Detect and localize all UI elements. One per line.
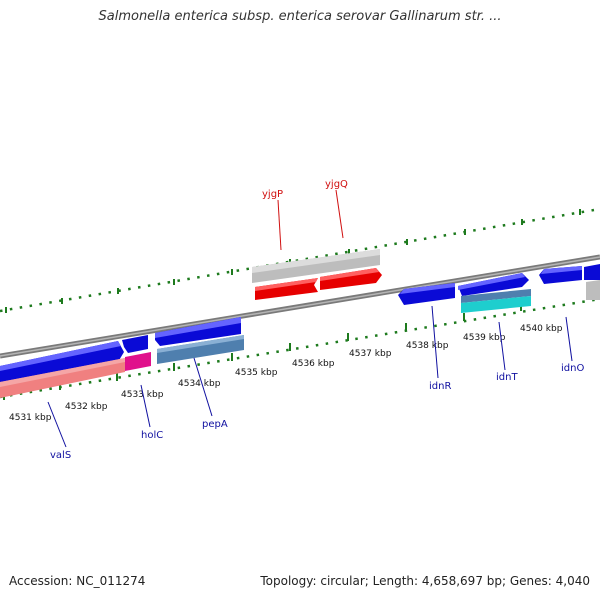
tick-label: 4535 kbp — [235, 368, 278, 378]
holC-upper-arrow[interactable] — [122, 335, 148, 353]
idnT-lower-feature[interactable] — [461, 289, 531, 303]
holC-lower-feature[interactable] — [125, 352, 151, 371]
tick-label: 4537 kbp — [349, 349, 392, 359]
gene-label-idnR[interactable]: idnR — [429, 381, 451, 392]
gene-label-holC[interactable]: holC — [141, 430, 163, 441]
gene-label-idnO[interactable]: idnO — [561, 363, 584, 374]
gene-label-valS[interactable]: valS — [50, 450, 71, 461]
tick-label: 4536 kbp — [292, 359, 335, 369]
gene-label-idnT[interactable]: idnT — [496, 372, 518, 383]
tick-label: 4539 kbp — [463, 333, 506, 343]
edge-grey-feature[interactable] — [586, 280, 600, 300]
gene-label-yjgP[interactable]: yjgP — [262, 189, 283, 200]
tick-label: 4534 kbp — [178, 379, 221, 389]
tick-label: 4533 kbp — [121, 390, 164, 400]
tick-labels: 4531 kbp 4532 kbp 4533 kbp 4534 kbp 4535… — [9, 324, 563, 423]
tick-label: 4538 kbp — [406, 341, 449, 351]
upper-scale-track — [0, 207, 600, 313]
gene-label-yjgQ[interactable]: yjgQ — [325, 179, 348, 190]
upper-major-ticks — [5, 209, 581, 313]
gene-label-pepA[interactable]: pepA — [202, 419, 228, 430]
edge-gene-arrow[interactable] — [584, 264, 600, 280]
accession-text: Accession: NC_011274 — [9, 574, 146, 588]
tick-label: 4532 kbp — [65, 402, 108, 412]
idnT-cyan-feature[interactable] — [461, 296, 531, 313]
tick-label: 4531 kbp — [9, 413, 52, 423]
genome-summary-text: Topology: circular; Length: 4,658,697 bp… — [260, 574, 590, 588]
tick-label: 4540 kbp — [520, 324, 563, 334]
genome-title: Salmonella enterica subsp. enterica sero… — [98, 9, 502, 24]
label-leaders — [47, 189, 573, 448]
lower-scale-track — [0, 297, 600, 399]
